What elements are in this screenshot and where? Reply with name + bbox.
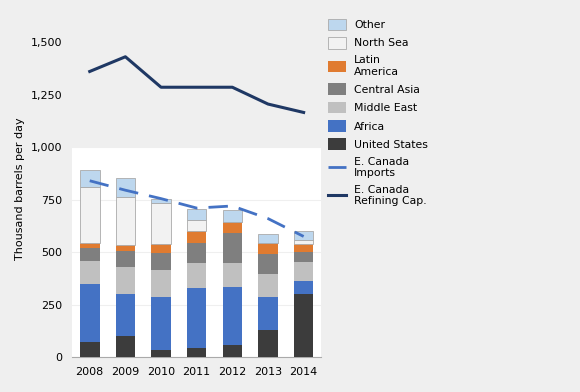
Bar (80, 243, 100, 248)
Bar (115, 251, 135, 267)
Bar (258, 243, 278, 254)
Bar (80, 170, 100, 187)
Bar (258, 274, 278, 298)
E. Canada
Refining Cap. (300, 110, 307, 115)
Bar (294, 281, 313, 294)
Bar (151, 203, 171, 244)
Bar (115, 178, 135, 196)
Bar (187, 209, 206, 220)
Bar (187, 348, 206, 357)
Bar (151, 199, 171, 203)
Bar (80, 284, 100, 341)
E. Canada
Refining Cap. (86, 69, 93, 74)
Bar (151, 298, 171, 350)
Bar (294, 231, 313, 240)
Bar (223, 345, 242, 357)
Bar (258, 330, 278, 357)
Bar (258, 254, 278, 274)
Bar (223, 222, 242, 233)
Bar (223, 287, 242, 345)
Bar (115, 336, 135, 357)
E. Canada
Refining Cap. (264, 102, 271, 106)
E. Canada
Refining Cap. (122, 54, 129, 59)
Bar (294, 261, 313, 281)
Bar (115, 196, 135, 245)
E. Canada
Imports (86, 178, 93, 183)
Bar (151, 253, 171, 270)
Bar (294, 252, 313, 261)
E. Canada
Imports (122, 188, 129, 192)
Bar (223, 233, 242, 263)
Line: E. Canada
Imports: E. Canada Imports (90, 181, 304, 236)
Bar (115, 245, 135, 251)
E. Canada
Imports (229, 203, 236, 208)
Bar (80, 341, 100, 357)
Bar (258, 234, 278, 243)
Bar (223, 210, 242, 222)
Bar (294, 244, 313, 252)
E. Canada
Imports (264, 216, 271, 221)
Bar (258, 298, 278, 330)
Bar (80, 187, 100, 243)
Y-axis label: Thousand barrels per day: Thousand barrels per day (15, 118, 25, 260)
Bar (187, 243, 206, 263)
Bar (151, 270, 171, 298)
Bar (223, 263, 242, 287)
E. Canada
Imports (158, 196, 165, 201)
Bar (115, 267, 135, 294)
Bar (294, 240, 313, 244)
Legend: Other, North Sea, Latin
America, Central Asia, Middle East, Africa, United State: Other, North Sea, Latin America, Central… (324, 15, 433, 211)
Bar (151, 244, 171, 253)
Bar (115, 294, 135, 336)
E. Canada
Refining Cap. (193, 85, 200, 90)
Bar (187, 231, 206, 243)
Bar (187, 220, 206, 231)
Bar (187, 288, 206, 348)
Bar (72, 147, 321, 357)
E. Canada
Imports (300, 234, 307, 239)
Line: E. Canada
Refining Cap.: E. Canada Refining Cap. (90, 57, 304, 113)
E. Canada
Refining Cap. (229, 85, 236, 90)
E. Canada
Refining Cap. (158, 85, 165, 90)
Bar (294, 294, 313, 357)
E. Canada
Imports (193, 206, 200, 211)
Bar (80, 248, 100, 261)
Bar (80, 261, 100, 284)
Bar (187, 263, 206, 288)
Bar (151, 350, 171, 357)
